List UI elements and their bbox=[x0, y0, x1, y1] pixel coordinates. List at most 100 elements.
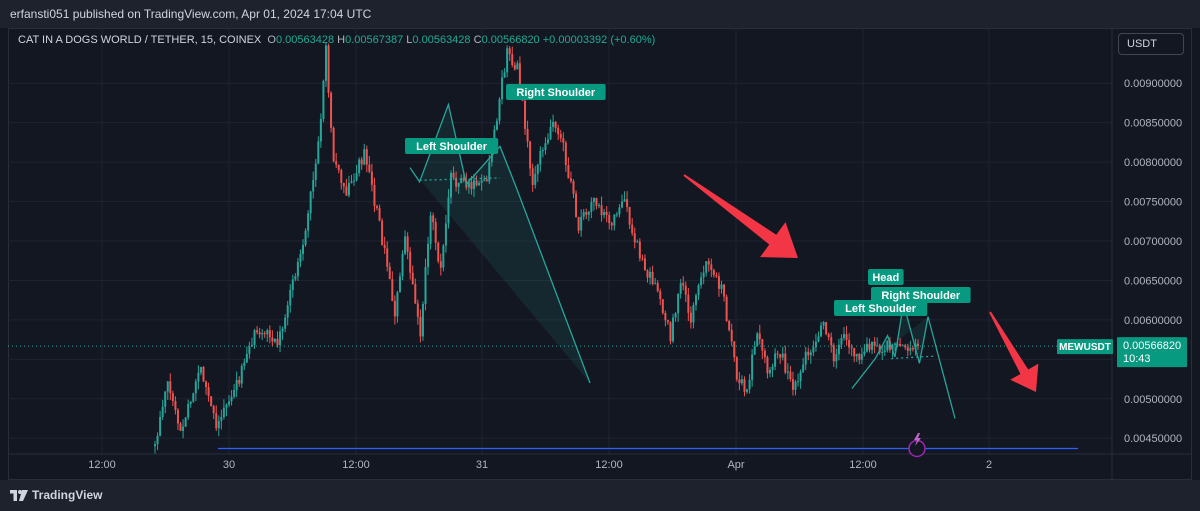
candle bbox=[182, 419, 185, 439]
candle-body bbox=[161, 406, 164, 417]
candle-body bbox=[330, 92, 333, 128]
red-arrow-1 bbox=[683, 174, 798, 258]
candle bbox=[304, 228, 307, 247]
candle-body bbox=[529, 141, 532, 169]
candle bbox=[335, 152, 338, 169]
candle-body bbox=[618, 207, 621, 215]
candle-body bbox=[735, 357, 738, 380]
candle bbox=[434, 218, 437, 251]
candle bbox=[495, 118, 498, 131]
candle-body bbox=[868, 343, 871, 350]
candle bbox=[345, 178, 348, 196]
head-and-shoulders-pattern-1 bbox=[409, 102, 591, 384]
candle bbox=[166, 381, 169, 400]
candle bbox=[378, 204, 381, 222]
chart-panel[interactable] bbox=[8, 28, 1192, 480]
candle-body bbox=[825, 322, 828, 335]
candle-body bbox=[697, 285, 700, 296]
candle-body bbox=[368, 164, 371, 172]
candle-body bbox=[281, 328, 284, 332]
candle-body bbox=[324, 45, 327, 81]
candle-body bbox=[569, 178, 572, 182]
candle-body bbox=[314, 163, 317, 180]
candle bbox=[633, 227, 636, 249]
candle-body bbox=[159, 416, 162, 436]
candle-body bbox=[580, 216, 583, 231]
candle-body bbox=[427, 243, 430, 268]
publish-header: erfansti051 published on TradingView.com… bbox=[0, 0, 1200, 28]
candle-body bbox=[498, 99, 501, 121]
candle-body bbox=[248, 346, 251, 354]
candle-body bbox=[753, 346, 756, 355]
candle-body bbox=[294, 276, 297, 280]
candle-body bbox=[217, 420, 220, 429]
high-value: 0.00567387 bbox=[345, 34, 404, 46]
candle bbox=[268, 325, 271, 344]
candle-body bbox=[572, 181, 575, 194]
candle bbox=[393, 295, 396, 325]
candle bbox=[337, 164, 340, 174]
candle-body bbox=[603, 211, 606, 216]
currency-button[interactable]: USDT bbox=[1118, 33, 1184, 55]
candle bbox=[261, 329, 264, 341]
candle bbox=[279, 325, 282, 353]
candle-body bbox=[230, 396, 233, 402]
candle bbox=[894, 342, 897, 352]
candle-body bbox=[501, 77, 504, 100]
candle bbox=[483, 175, 486, 182]
candle bbox=[398, 272, 401, 293]
candle bbox=[832, 343, 835, 367]
candle-body bbox=[416, 303, 419, 317]
candle bbox=[883, 344, 886, 357]
x-tick-label: 2 bbox=[986, 459, 992, 471]
candle-body bbox=[853, 348, 856, 357]
candle-body bbox=[245, 353, 248, 363]
candle bbox=[715, 272, 718, 278]
candle-body bbox=[855, 354, 858, 357]
candle bbox=[603, 208, 606, 219]
pattern-label-box bbox=[405, 138, 499, 154]
candle bbox=[534, 165, 537, 189]
candle-body bbox=[444, 223, 447, 246]
label-head: Head bbox=[868, 269, 904, 285]
candle bbox=[457, 182, 460, 194]
candle-body bbox=[891, 344, 894, 350]
candle-body bbox=[615, 214, 618, 216]
candle-body bbox=[192, 393, 195, 402]
candle bbox=[774, 348, 777, 371]
candle-body bbox=[363, 149, 366, 165]
candle bbox=[613, 214, 616, 231]
symbol-name: CAT IN A DOGS WORLD / TETHER, 15, COINEX bbox=[18, 34, 262, 46]
pattern-label-text: Right Shoulder bbox=[516, 87, 596, 99]
close-value: 0.00566820 bbox=[481, 34, 540, 46]
candle-body bbox=[258, 332, 261, 335]
candle-body bbox=[592, 197, 595, 202]
candle-body bbox=[452, 172, 455, 178]
candle-body bbox=[694, 295, 697, 305]
candle-body bbox=[636, 241, 639, 243]
candle bbox=[506, 45, 509, 78]
candle bbox=[541, 147, 544, 158]
candle-body bbox=[401, 253, 404, 277]
x-tick-label: 12:00 bbox=[595, 459, 623, 471]
candle-body bbox=[799, 371, 802, 382]
candle-body bbox=[835, 354, 838, 362]
candle bbox=[682, 276, 685, 291]
symbol-tag-box bbox=[1057, 339, 1113, 355]
x-tick-label: 12:00 bbox=[342, 459, 370, 471]
candle bbox=[748, 374, 751, 394]
candle bbox=[363, 143, 366, 166]
candle-body bbox=[858, 354, 861, 360]
candle bbox=[174, 396, 177, 415]
candle bbox=[501, 70, 504, 105]
candle-body bbox=[508, 48, 511, 55]
candle-body bbox=[437, 242, 440, 262]
candle bbox=[539, 146, 542, 172]
candle bbox=[865, 337, 868, 353]
candle bbox=[799, 369, 802, 389]
candle-body bbox=[189, 401, 192, 404]
candle-body bbox=[911, 347, 914, 350]
candle bbox=[572, 179, 575, 198]
candle-body bbox=[779, 354, 782, 358]
